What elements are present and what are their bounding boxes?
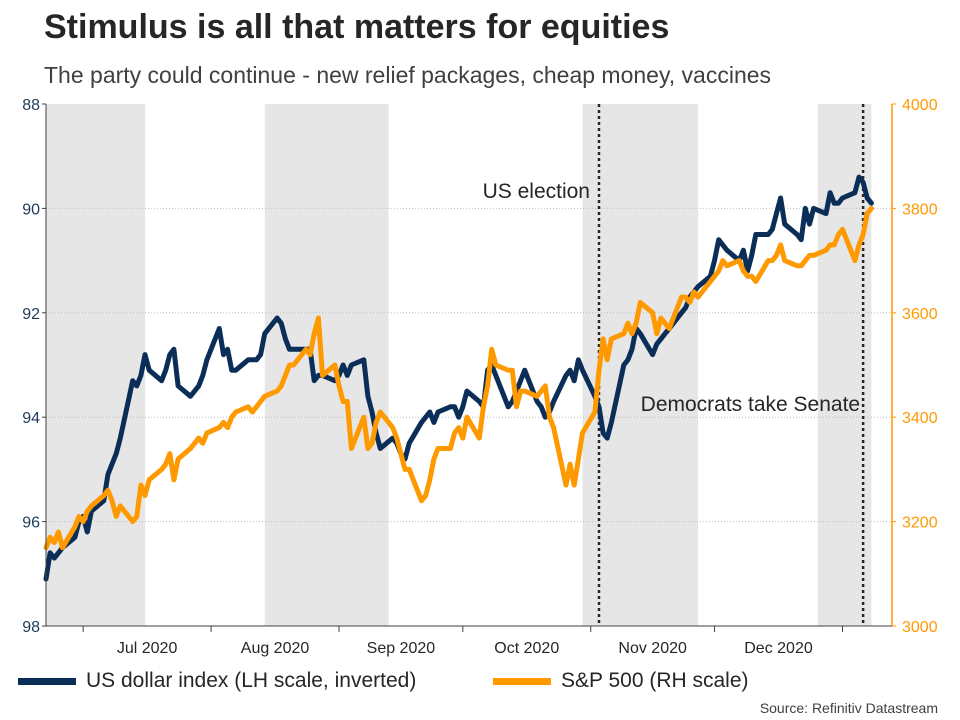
legend-spx-label: S&P 500 (RH scale): [561, 669, 749, 692]
chart-subtitle: The party could continue - new relief pa…: [44, 62, 772, 88]
x-tick-label: Aug 2020: [241, 640, 310, 657]
x-tick-label: Dec 2020: [744, 640, 813, 657]
chart-title: Stimulus is all that matters for equitie…: [44, 8, 670, 46]
x-tick-label: Nov 2020: [618, 640, 687, 657]
series-lines: [43, 174, 874, 582]
legend-spx-swatch: [493, 677, 551, 685]
shaded-period-1: [264, 104, 389, 626]
annotation-us-election: US election: [483, 180, 590, 203]
right-tick-label: 3800: [902, 201, 938, 218]
right-tick-label: 3200: [902, 515, 938, 532]
axes: 88 90 92 94 96 98 4000 3800 3600 3400 3200 3000 Jul …: [22, 97, 937, 657]
right-tick-label: 3000: [902, 619, 938, 636]
left-tick-label: 88: [22, 97, 40, 114]
x-tick-label: Jul 2020: [117, 640, 178, 657]
x-tick-label: Sep 2020: [367, 640, 436, 657]
left-tick-label: 94: [22, 410, 40, 427]
legend-usd-label: US dollar index (LH scale, inverted): [86, 669, 417, 692]
left-tick-label: 96: [22, 515, 40, 532]
annotations: US election Democrats take Senate: [483, 180, 861, 416]
legend-usd: US dollar index (LH scale, inverted): [18, 668, 416, 694]
legend-spx: S&P 500 (RH scale): [493, 668, 749, 694]
right-tick-label: 3600: [902, 306, 938, 323]
usd-index-line: [43, 174, 874, 582]
sp500-line: [43, 205, 874, 551]
shaded-periods: [46, 104, 872, 626]
x-tick-label: Oct 2020: [494, 640, 559, 657]
right-tick-label: 3400: [902, 410, 938, 427]
source-note: Source: Refinitiv Datastream: [759, 700, 938, 716]
left-tick-label: 92: [22, 306, 40, 323]
left-tick-label: 90: [22, 201, 40, 218]
left-tick-label: 98: [22, 619, 40, 636]
right-tick-label: 4000: [902, 97, 938, 114]
legend-usd-swatch: [18, 677, 76, 685]
annotation-democrats-senate: Democrats take Senate: [641, 393, 860, 416]
